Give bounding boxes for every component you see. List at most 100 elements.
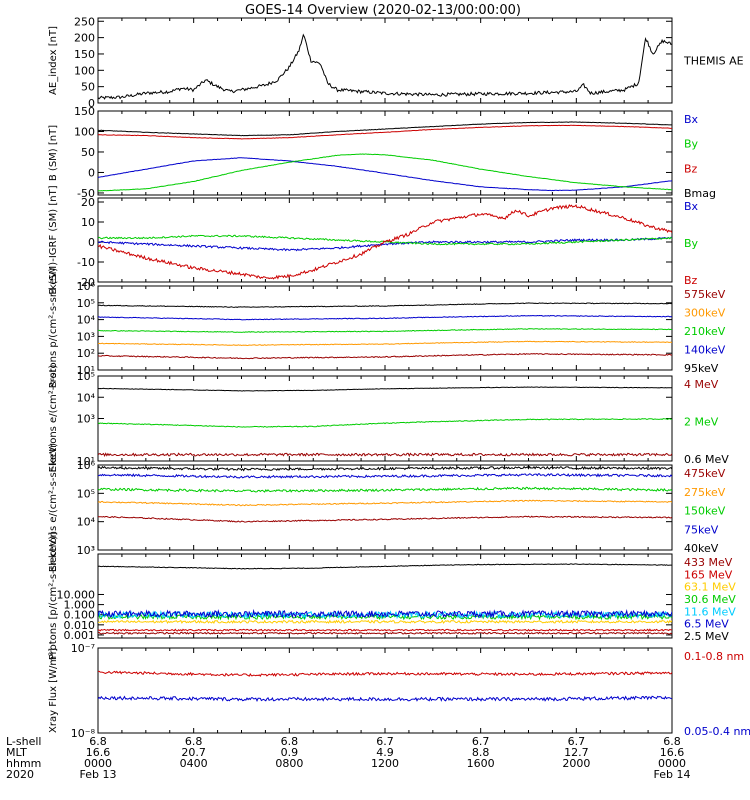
x-tick-label: 6.7 <box>376 735 394 748</box>
y-axis-label: Protons [p/(cm²-s-sr-keV)] <box>48 532 59 660</box>
series-line-bx <box>98 157 672 192</box>
y-tick-label: 10⁴ <box>77 516 96 529</box>
y-tick-label: 10.000 <box>57 588 96 601</box>
y-tick-label: 10¹ <box>77 364 95 377</box>
series-line-2-5-mev <box>98 563 672 570</box>
series-line-575kev <box>98 352 672 360</box>
y-axis-label: AE_index [nT] <box>48 26 59 95</box>
y-axis-label: Xray Flux [W/m²] <box>48 648 59 733</box>
legend-entry: 63.1 MeV <box>684 581 736 594</box>
y-tick-label: 0 <box>88 236 95 249</box>
y-tick-label: 10⁶ <box>77 280 96 293</box>
y-tick-label: 250 <box>74 15 95 28</box>
panel-3: -20 -10 0 10 20 B (SM)-IGRF (SM) [nT] Bx By Bz <box>48 185 699 294</box>
series-line-95kev <box>98 302 672 308</box>
y-tick-label: 10⁵ <box>77 297 95 310</box>
x-tick-label: 0400 <box>180 757 208 770</box>
legend-entry: 475keV <box>684 467 726 480</box>
y-tick-label: 10⁻⁷ <box>71 642 95 655</box>
panel-frame <box>97 17 673 104</box>
panel-frame <box>97 197 673 283</box>
y-tick-label: 0.100 <box>64 609 96 622</box>
legend-entry: THEMIS AE <box>683 55 744 68</box>
y-tick-label: 200 <box>74 32 95 45</box>
y-axis-label: B (SM)-IGRF (SM) [nT] <box>48 185 59 294</box>
series-line-bx <box>98 236 672 252</box>
legend-entry: 140keV <box>684 344 726 357</box>
series-line-275kev <box>98 499 672 507</box>
series-line-bz <box>98 124 672 140</box>
panel-4: 10¹ 10² 10³ 10⁴ 10⁵ 10⁶ Protons p/(cm²-s-sr-ke… <box>48 268 726 389</box>
legend-entry: 6.5 MeV <box>684 618 729 631</box>
figure-title: GOES-14 Overview (2020-02-13/00:00:00) <box>245 3 521 18</box>
y-tick-label: -10 <box>77 256 95 269</box>
x-tick-label: 1200 <box>371 757 399 770</box>
y-axis-label: Protons p/(cm²-s-sr-keV) <box>48 268 59 389</box>
legend-entry: 150keV <box>684 505 726 518</box>
legend-entry: 165 MeV <box>684 568 733 581</box>
legend-entry: 11.6 MeV <box>684 605 736 618</box>
x-tick-label: 20.7 <box>181 746 206 759</box>
series-line-4-mev <box>98 452 672 458</box>
y-tick-label: 10² <box>77 347 95 360</box>
legend-entry: 575keV <box>684 288 726 301</box>
y-tick-label: 10⁴ <box>77 391 96 404</box>
y-tick-label: 10¹ <box>77 455 95 468</box>
x-tick-label: 6.8 <box>281 735 299 748</box>
legend-entry: Bx <box>684 113 699 126</box>
series-line-bmag <box>98 121 672 137</box>
panel-8: 10⁻⁸ 10⁻⁷ Xray Flux [W/m²] 0.1-0.8 nm 0.05-0… <box>48 642 750 740</box>
series-line-475kev <box>98 515 672 523</box>
y-axis-label: Electrons e/(cm²-s-sr-keV) <box>48 443 59 572</box>
x-tick-label: 0800 <box>275 757 303 770</box>
x-tick-label: 0000 <box>658 757 686 770</box>
legend-entry: Bmag <box>684 187 716 200</box>
legend-entry: 0.6 MeV <box>684 453 729 466</box>
y-tick-label: -50 <box>77 187 95 200</box>
series-line-210kev <box>98 328 672 333</box>
panel-frame <box>97 647 673 734</box>
y-tick-label: 10⁻⁸ <box>71 727 96 740</box>
series-line-0-05-0-4-nm <box>98 695 672 703</box>
legend-entry: 40keV <box>684 542 719 555</box>
y-tick-label: 10⁵ <box>77 370 95 383</box>
series-line-6-5-mev <box>98 608 672 619</box>
series-group <box>98 670 672 703</box>
x-axis-row-label: 2020 <box>6 768 34 781</box>
y-tick-label: 10⁵ <box>77 487 95 500</box>
panel-5: 10¹ 10³ 10⁴ 10⁵ Electrons e/(cm²-s-sr) 4 MeV 2… <box>48 365 729 473</box>
y-tick-label: 10⁶ <box>77 459 96 472</box>
y-tick-label: 150 <box>74 105 95 118</box>
legend-entry: 0.05-0.4 nm <box>684 725 750 738</box>
y-tick-label: 10³ <box>77 413 95 426</box>
y-tick-label: 0.010 <box>64 619 96 632</box>
legend-entry: 433 MeV <box>684 556 733 569</box>
x-tick-label: 6.8 <box>663 735 681 748</box>
x-axis-row-label: L-shell <box>6 735 42 748</box>
y-axis-label: Electrons e/(cm²-s-sr) <box>48 365 59 473</box>
x-tick-label: Feb 13 <box>80 768 117 781</box>
series-group <box>98 302 672 360</box>
y-tick-label: 10³ <box>77 330 95 343</box>
series-line-165-mev <box>98 628 672 632</box>
series-line-0-1-0-8-nm <box>98 670 672 677</box>
y-tick-label: 0 <box>88 166 95 179</box>
panel-2: -50 0 50 100 150 B (SM) [nT] Bx By Bz Bmag <box>48 105 716 200</box>
series-line-140kev <box>98 314 672 321</box>
series-line-bz <box>98 204 672 280</box>
legend-entry: 2 MeV <box>684 416 719 429</box>
x-tick-label: 6.7 <box>472 735 490 748</box>
series-group <box>98 204 672 280</box>
series-line-40kev <box>98 465 672 472</box>
series-group <box>98 563 672 635</box>
series-line-300kev <box>98 340 672 347</box>
x-tick-label: 2000 <box>562 757 590 770</box>
panel-6: 10³ 10⁴ 10⁵ 10⁶ Electrons e/(cm²-s-sr-keV) 47… <box>48 443 726 572</box>
series-line-11-6-mev <box>98 609 672 620</box>
legend-entry: By <box>684 237 699 250</box>
y-tick-label: 10³ <box>77 544 95 557</box>
x-tick-label: 16.6 <box>86 746 111 759</box>
